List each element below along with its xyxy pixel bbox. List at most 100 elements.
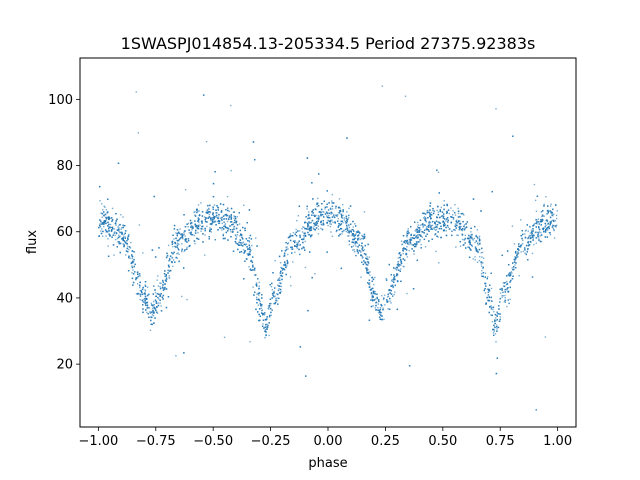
data-point	[509, 298, 511, 300]
data-point	[521, 237, 523, 240]
data-point	[124, 230, 127, 232]
data-point	[272, 294, 274, 296]
data-point	[354, 251, 356, 253]
data-point	[194, 211, 196, 213]
data-point	[182, 237, 184, 240]
data-point	[503, 285, 506, 288]
data-point	[540, 231, 542, 234]
data-point	[119, 231, 121, 234]
data-point	[363, 211, 366, 213]
data-point	[273, 303, 275, 305]
data-point	[372, 292, 375, 295]
data-point	[516, 253, 519, 255]
data-point	[312, 227, 315, 229]
data-point	[436, 226, 438, 229]
data-point	[230, 214, 232, 216]
data-point	[464, 237, 467, 240]
data-point	[100, 220, 102, 223]
data-point	[226, 227, 228, 229]
data-point	[524, 249, 526, 251]
data-point	[265, 325, 268, 328]
data-point	[474, 225, 476, 228]
data-point	[141, 288, 144, 291]
data-point	[315, 222, 317, 224]
data-point	[329, 217, 331, 219]
data-point	[274, 259, 276, 262]
data-point	[513, 261, 516, 263]
data-point	[145, 297, 147, 299]
data-point	[118, 230, 120, 232]
data-point	[117, 162, 120, 165]
data-point	[110, 230, 113, 232]
data-point	[178, 232, 181, 235]
data-point	[146, 304, 149, 306]
data-point	[484, 272, 487, 274]
data-point	[443, 200, 445, 202]
data-point	[341, 230, 344, 233]
data-point	[144, 289, 146, 291]
data-point	[190, 232, 192, 234]
data-point	[262, 313, 264, 315]
data-point	[455, 246, 457, 248]
data-point	[186, 248, 188, 250]
data-point	[98, 226, 100, 229]
data-point	[127, 250, 129, 253]
data-point	[159, 302, 161, 304]
data-point	[462, 220, 464, 223]
data-point	[135, 91, 137, 93]
data-point	[535, 242, 538, 244]
data-point	[327, 220, 330, 222]
data-point	[470, 234, 472, 236]
data-point	[487, 288, 489, 290]
data-point	[295, 231, 298, 234]
data-point	[197, 228, 200, 230]
data-point	[137, 275, 139, 278]
data-point	[126, 242, 128, 245]
data-point	[183, 238, 186, 241]
data-point	[429, 224, 431, 226]
data-point	[247, 253, 250, 256]
data-point	[346, 226, 348, 228]
data-point	[485, 303, 487, 305]
data-point	[432, 212, 435, 215]
data-point	[308, 233, 311, 236]
data-point	[173, 238, 175, 240]
data-point	[248, 237, 250, 239]
data-point	[139, 285, 141, 287]
data-point	[292, 240, 295, 242]
data-point	[390, 280, 393, 282]
data-point	[225, 213, 227, 216]
data-point	[442, 213, 445, 215]
data-point	[350, 246, 353, 248]
data-point	[242, 238, 244, 240]
data-point	[337, 217, 339, 220]
data-point	[427, 216, 429, 219]
data-point	[459, 220, 461, 222]
data-point	[428, 240, 430, 242]
data-point	[233, 211, 235, 213]
data-point	[204, 229, 206, 232]
data-point	[100, 212, 102, 214]
data-point	[418, 229, 421, 231]
data-point	[352, 226, 354, 228]
data-point	[201, 222, 203, 224]
data-point	[498, 320, 501, 322]
data-point	[159, 287, 162, 290]
data-point	[375, 302, 377, 304]
data-point	[531, 234, 534, 237]
data-point	[256, 293, 258, 295]
data-point	[391, 284, 394, 287]
data-point	[209, 227, 211, 229]
data-point	[525, 253, 528, 256]
data-point	[472, 239, 474, 241]
data-point	[280, 274, 282, 277]
data-point	[171, 240, 174, 243]
data-point	[397, 264, 399, 267]
data-point	[223, 221, 225, 223]
data-point	[416, 228, 418, 231]
data-point	[225, 218, 227, 220]
data-point	[383, 297, 385, 299]
data-point	[417, 241, 420, 243]
data-point	[397, 261, 399, 263]
data-point	[544, 229, 547, 232]
